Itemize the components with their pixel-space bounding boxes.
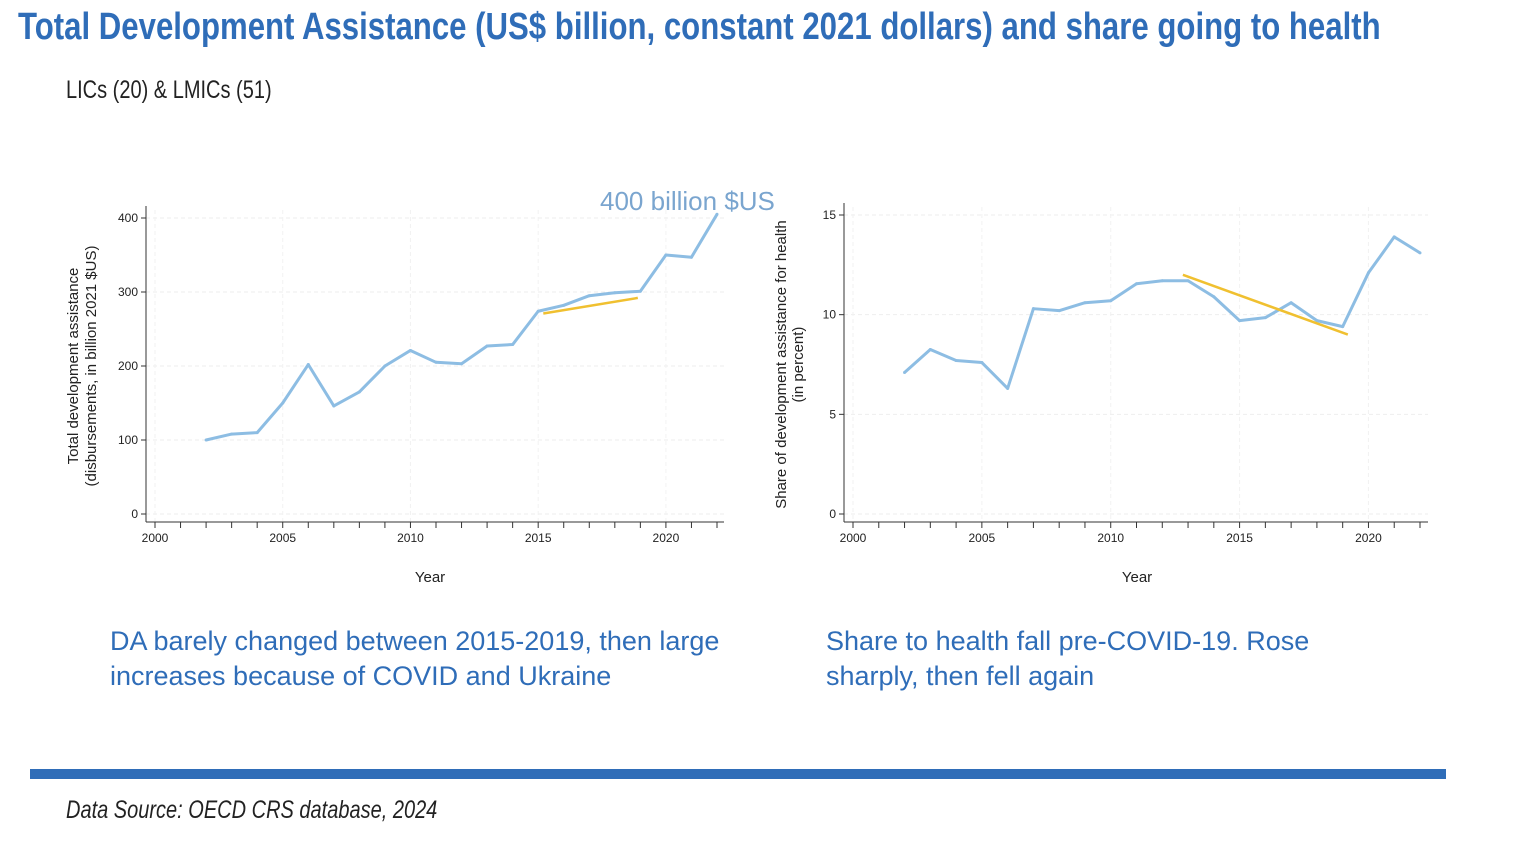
y-axis-label: (disbursements, in billion 2021 $US) — [83, 246, 100, 487]
data-point — [485, 344, 489, 348]
y-tick-label: 400 — [118, 211, 138, 225]
x-tick-label: 2000 — [840, 531, 867, 545]
y-axis-label: Share of development assistance for heal… — [773, 220, 790, 509]
data-point — [562, 303, 566, 307]
data-point — [587, 294, 591, 298]
data-point — [460, 362, 464, 366]
data-point — [715, 212, 719, 216]
data-point — [1135, 282, 1138, 286]
data-point — [1289, 301, 1293, 305]
data-point — [1186, 279, 1190, 283]
data-point — [281, 401, 285, 405]
y-tick-label: 0 — [131, 507, 138, 521]
caption-left: DA barely changed between 2015-2019, the… — [110, 626, 720, 691]
data-point — [1418, 251, 1422, 255]
data-point — [230, 432, 234, 436]
data-point — [1083, 301, 1087, 305]
data-point — [689, 255, 693, 259]
y-tick-label: 100 — [118, 433, 138, 447]
data-point — [1366, 271, 1370, 275]
caption-right: Share to health fall pre-COVID-19. Rose … — [826, 626, 1310, 691]
x-tick-label: 2015 — [525, 531, 552, 545]
data-point — [408, 348, 412, 352]
data-point — [1392, 235, 1396, 239]
data-point — [1109, 299, 1113, 303]
data-point — [1006, 386, 1010, 390]
y-tick-label: 0 — [829, 507, 836, 521]
data-point — [1031, 307, 1035, 311]
data-source: Data Source: OECD CRS database, 2024 — [66, 796, 438, 824]
y-tick-label: 15 — [823, 208, 837, 222]
data-point — [1341, 325, 1345, 329]
data-point — [1315, 319, 1319, 323]
annotation-label: 400 billion $US — [600, 186, 775, 216]
trend-line — [543, 296, 639, 315]
y-axis-label: (in percent) — [790, 327, 807, 403]
data-point — [434, 360, 438, 364]
data-point — [664, 253, 668, 257]
x-tick-label: 2010 — [397, 531, 424, 545]
y-axis-label: Total development assistance — [65, 268, 82, 465]
data-point — [954, 359, 958, 363]
data-point — [1057, 309, 1061, 313]
y-tick-label: 200 — [118, 359, 138, 373]
x-tick-label: 2000 — [142, 531, 169, 545]
slide-title: Total Development Assistance (US$ billio… — [18, 6, 1381, 48]
data-point — [204, 438, 208, 442]
data-point — [980, 361, 984, 365]
y-tick-label: 300 — [118, 285, 138, 299]
data-point — [255, 431, 259, 435]
x-axis-label: Year — [1122, 569, 1152, 586]
slide-subtitle: LICs (20) & LMICs (51) — [66, 76, 272, 104]
divider-bar — [30, 769, 1446, 779]
x-tick-label: 2020 — [1355, 531, 1382, 545]
data-point — [613, 291, 617, 295]
x-tick-label: 2005 — [269, 531, 296, 545]
data-point — [1238, 319, 1242, 323]
x-axis-label: Year — [415, 569, 445, 586]
y-tick-label: 5 — [829, 407, 836, 421]
data-point — [903, 370, 907, 374]
x-tick-label: 2005 — [969, 531, 996, 545]
data-point — [928, 348, 932, 352]
data-point — [383, 364, 387, 368]
data-point — [638, 289, 642, 293]
data-point — [1263, 316, 1267, 320]
data-point — [536, 309, 540, 313]
trend-line — [1182, 273, 1349, 336]
data-point — [1160, 279, 1164, 283]
x-tick-label: 2010 — [1097, 531, 1124, 545]
x-tick-label: 2015 — [1226, 531, 1253, 545]
data-point — [332, 404, 336, 408]
data-point — [511, 343, 515, 347]
data-point — [1212, 295, 1216, 299]
data-point — [357, 390, 361, 394]
data-point — [306, 363, 310, 367]
y-tick-label: 10 — [823, 308, 837, 322]
x-tick-label: 2020 — [653, 531, 680, 545]
